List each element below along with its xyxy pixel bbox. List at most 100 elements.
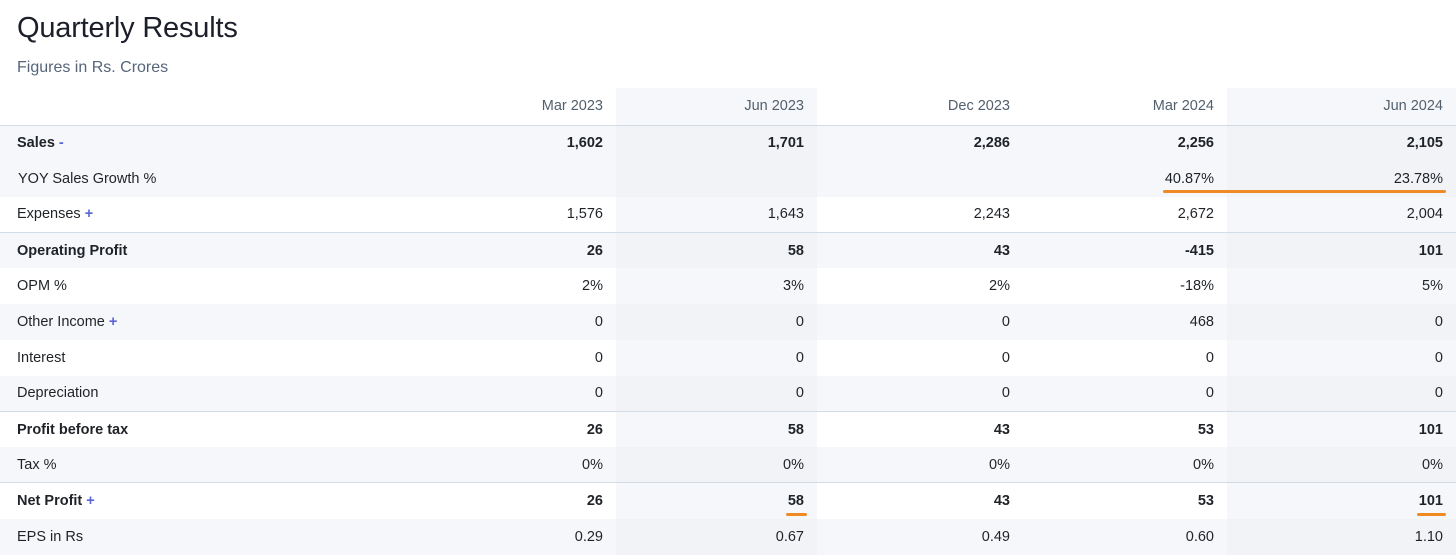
- value-cell: 0: [416, 303, 616, 340]
- cell-value: 26: [586, 493, 603, 510]
- row-label-cell[interactable]: Net Profit +: [0, 482, 416, 519]
- row-label: Tax %: [17, 456, 57, 473]
- cell-value: 26: [586, 421, 603, 438]
- row-label: OPM %: [17, 278, 67, 295]
- cell-value: 0: [795, 385, 804, 402]
- value-cell: 101: [1227, 482, 1456, 519]
- cell-value: 0.67: [775, 528, 804, 545]
- value-cell: 26: [416, 410, 616, 448]
- cell-value: 0: [795, 349, 804, 366]
- value-cell: 0: [1227, 303, 1456, 340]
- value-cell: [817, 160, 1023, 197]
- table-row: Expenses +1,576 1,643 2,243 2,672 2,004: [0, 196, 1456, 233]
- expand-toggle[interactable]: +: [84, 206, 94, 223]
- value-cell: 2%: [416, 268, 616, 304]
- value-cell: 0%: [1023, 447, 1227, 483]
- column-header-dec-2023: Dec 2023: [817, 88, 1023, 126]
- cell-value: 1,701: [767, 135, 804, 152]
- row-label-cell: Tax %: [0, 447, 416, 483]
- cell-value: -415: [1184, 242, 1214, 259]
- units-caption: Figures in Rs. Crores: [17, 59, 169, 76]
- cell-value: 2,286: [973, 135, 1010, 152]
- value-cell: 0: [416, 375, 616, 412]
- column-header-jun-2023: Jun 2023: [616, 88, 817, 126]
- value-cell: 58: [616, 482, 817, 519]
- row-label: Other Income: [17, 313, 105, 330]
- cell-value: 58: [787, 242, 804, 259]
- value-cell: 0: [817, 340, 1023, 376]
- cell-value: 0: [594, 385, 603, 402]
- cell-value: 0: [1001, 385, 1010, 402]
- cell-value: 0: [1434, 313, 1443, 330]
- value-cell: 2%: [817, 268, 1023, 304]
- table-row: EPS in Rs 0.29 0.67 0.49 0.60 1.10: [0, 518, 1456, 555]
- value-cell: 468: [1023, 303, 1227, 340]
- cell-value: 1,643: [767, 206, 804, 223]
- cell-value: 40.87%: [1164, 170, 1214, 187]
- row-label-cell[interactable]: Expenses +: [0, 197, 416, 233]
- cell-value: 2%: [582, 278, 603, 295]
- quarterly-results-table: Mar 2023 Jun 2023 Dec 2023 Mar 2024 Jun …: [0, 88, 1456, 555]
- cell-value: 2,004: [1406, 206, 1443, 223]
- value-cell: 0%: [817, 447, 1023, 483]
- value-cell: 43: [817, 482, 1023, 519]
- cell-value: 0: [795, 313, 804, 330]
- row-label: YOY Sales Growth %: [18, 170, 157, 187]
- cell-value: 0: [1434, 385, 1443, 402]
- cell-value: 5%: [1422, 278, 1443, 295]
- row-label: Net Profit: [17, 493, 83, 510]
- value-cell: 26: [416, 482, 616, 519]
- cell-value: 1.10: [1414, 528, 1443, 545]
- page-title: Quarterly Results: [17, 12, 238, 44]
- row-label-cell: YOY Sales Growth %: [0, 160, 416, 197]
- value-cell: 2,243: [817, 197, 1023, 233]
- value-cell: 43: [817, 231, 1023, 269]
- row-label-cell[interactable]: Sales -: [0, 125, 416, 161]
- yoy-growth-highlight: [1162, 189, 1446, 193]
- row-label-cell[interactable]: Other Income +: [0, 303, 416, 340]
- value-cell: 58: [616, 410, 817, 448]
- cell-value: 26: [586, 242, 603, 259]
- cell-value: 2,105: [1406, 135, 1443, 152]
- value-cell: 0.49: [817, 518, 1023, 555]
- value-cell: 0%: [1227, 447, 1456, 483]
- value-cell: 0: [616, 303, 817, 340]
- value-cell: 26: [416, 231, 616, 269]
- cell-value: 53: [1197, 421, 1214, 438]
- table-row: Profit before tax 26 58 43 53 101: [0, 410, 1456, 448]
- cell-value: 1,576: [566, 206, 603, 223]
- value-cell: 0%: [616, 447, 817, 483]
- expand-toggle[interactable]: +: [108, 313, 118, 330]
- net-profit-jun-2023-highlight: [785, 513, 807, 517]
- row-label-cell: OPM %: [0, 268, 416, 304]
- cell-value: 0%: [582, 456, 603, 473]
- row-label-cell: EPS in Rs: [0, 518, 416, 555]
- value-cell: 0: [1227, 375, 1456, 412]
- value-cell: 2,256: [1023, 125, 1227, 161]
- cell-value: 101: [1418, 493, 1443, 510]
- value-cell: 0: [817, 303, 1023, 340]
- value-cell: -18%: [1023, 268, 1227, 304]
- value-cell: 0: [616, 375, 817, 412]
- value-cell: 0: [416, 340, 616, 376]
- table-row: YOY Sales Growth % 40.87% 23.78%: [0, 160, 1456, 197]
- row-label: Operating Profit: [17, 242, 128, 259]
- cell-value: 0: [594, 349, 603, 366]
- value-cell: [416, 160, 616, 197]
- cell-value: 0: [1205, 349, 1214, 366]
- cell-value: 1,602: [566, 135, 603, 152]
- value-cell: 43: [817, 410, 1023, 448]
- cell-value: 23.78%: [1393, 170, 1443, 187]
- value-cell: [616, 160, 817, 197]
- cell-value: 3%: [783, 278, 804, 295]
- expand-toggle[interactable]: +: [86, 493, 95, 510]
- cell-value: 53: [1197, 493, 1214, 510]
- value-cell: 0: [1023, 340, 1227, 376]
- cell-value: 58: [787, 421, 804, 438]
- cell-value: -18%: [1180, 278, 1214, 295]
- cell-value: 2%: [989, 278, 1010, 295]
- value-cell: 0: [1227, 339, 1456, 376]
- value-cell: 101: [1227, 231, 1456, 269]
- cell-value: 101: [1418, 421, 1443, 438]
- collapse-toggle[interactable]: -: [58, 135, 64, 152]
